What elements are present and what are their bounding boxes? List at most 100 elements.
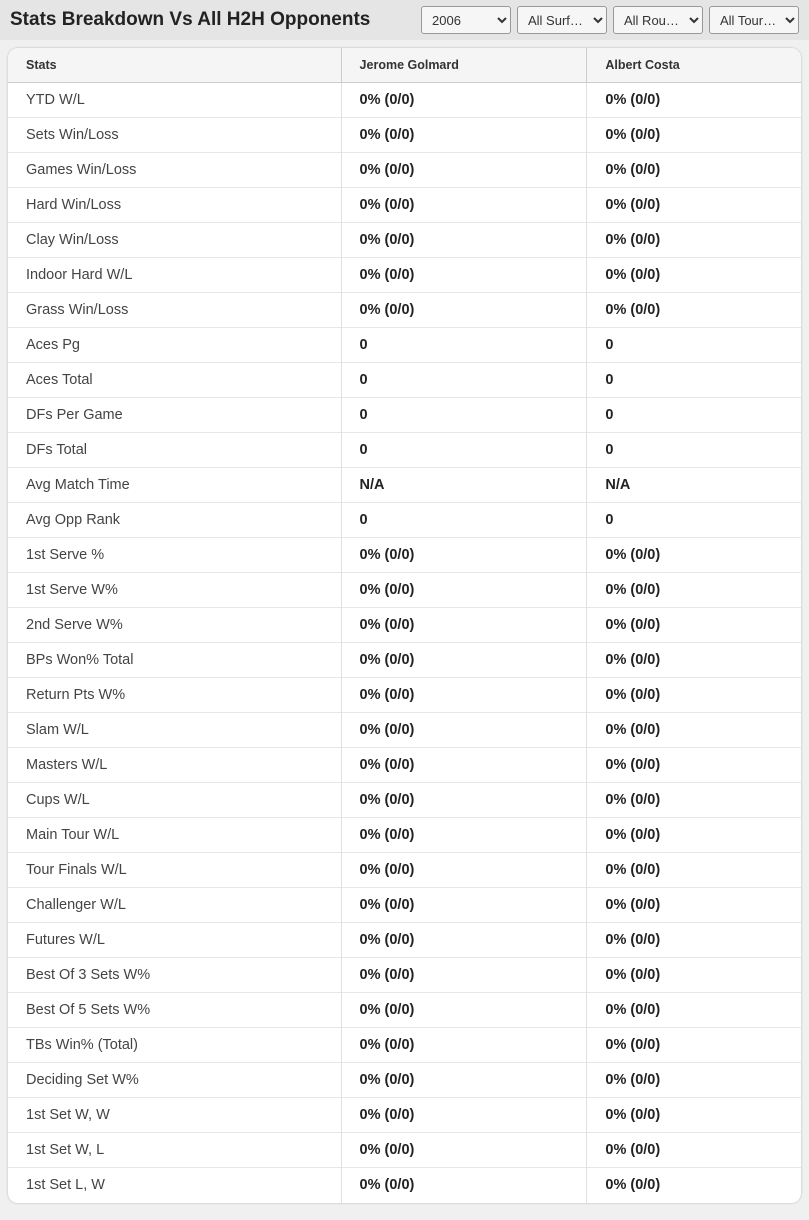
stat-label: Grass Win/Loss — [8, 293, 341, 328]
stat-label: Tour Finals W/L — [8, 853, 341, 888]
col-header-player1: Jerome Golmard — [341, 48, 587, 83]
player2-value: 0% (0/0) — [587, 643, 801, 678]
player2-value: 0% (0/0) — [587, 923, 801, 958]
player1-value: 0 — [341, 363, 587, 398]
surface-select[interactable]: All Surf… — [517, 6, 607, 34]
stat-label: Avg Match Time — [8, 468, 341, 503]
stat-label: Best Of 5 Sets W% — [8, 993, 341, 1028]
stat-label: Deciding Set W% — [8, 1063, 341, 1098]
stats-table: Stats Jerome Golmard Albert Costa YTD W/… — [8, 48, 801, 1203]
table-row: Aces Total00 — [8, 363, 801, 398]
player2-value: 0% (0/0) — [587, 818, 801, 853]
player2-value: 0% (0/0) — [587, 1168, 801, 1203]
stat-label: 1st Serve % — [8, 538, 341, 573]
table-row: Futures W/L0% (0/0)0% (0/0) — [8, 923, 801, 958]
table-row: Tour Finals W/L0% (0/0)0% (0/0) — [8, 853, 801, 888]
stat-label: Futures W/L — [8, 923, 341, 958]
stat-label: BPs Won% Total — [8, 643, 341, 678]
player1-value: 0 — [341, 328, 587, 363]
table-row: Deciding Set W%0% (0/0)0% (0/0) — [8, 1063, 801, 1098]
player1-value: 0% (0/0) — [341, 713, 587, 748]
table-row: 1st Set W, W0% (0/0)0% (0/0) — [8, 1098, 801, 1133]
table-row: TBs Win% (Total)0% (0/0)0% (0/0) — [8, 1028, 801, 1063]
player2-value: 0% (0/0) — [587, 153, 801, 188]
stat-label: Main Tour W/L — [8, 818, 341, 853]
player1-value: 0 — [341, 398, 587, 433]
tour-select[interactable]: All Tour… — [709, 6, 799, 34]
stat-label: Indoor Hard W/L — [8, 258, 341, 293]
player2-value: 0% (0/0) — [587, 223, 801, 258]
table-row: Grass Win/Loss0% (0/0)0% (0/0) — [8, 293, 801, 328]
player1-value: 0% (0/0) — [341, 573, 587, 608]
player1-value: 0% (0/0) — [341, 608, 587, 643]
player2-value: 0 — [587, 503, 801, 538]
table-row: Challenger W/L0% (0/0)0% (0/0) — [8, 888, 801, 923]
player2-value: 0% (0/0) — [587, 993, 801, 1028]
player1-value: 0% (0/0) — [341, 1063, 587, 1098]
table-row: Indoor Hard W/L0% (0/0)0% (0/0) — [8, 258, 801, 293]
stat-label: DFs Total — [8, 433, 341, 468]
player1-value: 0% (0/0) — [341, 993, 587, 1028]
table-row: Slam W/L0% (0/0)0% (0/0) — [8, 713, 801, 748]
player1-value: 0% (0/0) — [341, 888, 587, 923]
table-row: DFs Total00 — [8, 433, 801, 468]
stat-label: Hard Win/Loss — [8, 188, 341, 223]
table-row: 1st Serve W%0% (0/0)0% (0/0) — [8, 573, 801, 608]
stat-label: 1st Set L, W — [8, 1168, 341, 1203]
stat-label: Aces Pg — [8, 328, 341, 363]
stat-label: Return Pts W% — [8, 678, 341, 713]
year-select[interactable]: 2006 — [421, 6, 511, 34]
stat-label: Challenger W/L — [8, 888, 341, 923]
table-row: 2nd Serve W%0% (0/0)0% (0/0) — [8, 608, 801, 643]
table-row: Aces Pg00 — [8, 328, 801, 363]
player2-value: 0 — [587, 398, 801, 433]
table-row: Hard Win/Loss0% (0/0)0% (0/0) — [8, 188, 801, 223]
player2-value: 0% (0/0) — [587, 958, 801, 993]
table-row: Avg Match TimeN/AN/A — [8, 468, 801, 503]
table-row: Clay Win/Loss0% (0/0)0% (0/0) — [8, 223, 801, 258]
stat-label: DFs Per Game — [8, 398, 341, 433]
player2-value: 0% (0/0) — [587, 573, 801, 608]
player2-value: 0 — [587, 433, 801, 468]
player1-value: 0% (0/0) — [341, 118, 587, 153]
player1-value: 0% (0/0) — [341, 223, 587, 258]
stat-label: 1st Set W, L — [8, 1133, 341, 1168]
stat-label: Cups W/L — [8, 783, 341, 818]
player2-value: 0% (0/0) — [587, 748, 801, 783]
player1-value: 0% (0/0) — [341, 853, 587, 888]
table-row: Avg Opp Rank00 — [8, 503, 801, 538]
player2-value: 0% (0/0) — [587, 783, 801, 818]
filter-group: 2006 All Surf… All Rou… All Tour… — [421, 6, 799, 34]
stat-label: Games Win/Loss — [8, 153, 341, 188]
player1-value: 0% (0/0) — [341, 678, 587, 713]
player1-value: 0 — [341, 503, 587, 538]
col-header-player2: Albert Costa — [587, 48, 801, 83]
player2-value: 0% (0/0) — [587, 1098, 801, 1133]
player1-value: 0% (0/0) — [341, 293, 587, 328]
page-title: Stats Breakdown Vs All H2H Opponents — [10, 9, 370, 31]
player1-value: 0% (0/0) — [341, 1028, 587, 1063]
player2-value: 0 — [587, 363, 801, 398]
stat-label: Slam W/L — [8, 713, 341, 748]
stat-label: Aces Total — [8, 363, 341, 398]
table-row: Sets Win/Loss0% (0/0)0% (0/0) — [8, 118, 801, 153]
player2-value: 0% (0/0) — [587, 888, 801, 923]
player2-value: 0% (0/0) — [587, 293, 801, 328]
player1-value: 0% (0/0) — [341, 538, 587, 573]
round-select[interactable]: All Rou… — [613, 6, 703, 34]
player1-value: 0% (0/0) — [341, 923, 587, 958]
player1-value: 0% (0/0) — [341, 1098, 587, 1133]
player2-value: 0% (0/0) — [587, 1133, 801, 1168]
stat-label: 1st Set W, W — [8, 1098, 341, 1133]
stat-label: Masters W/L — [8, 748, 341, 783]
header-bar: Stats Breakdown Vs All H2H Opponents 200… — [0, 0, 809, 40]
table-row: BPs Won% Total0% (0/0)0% (0/0) — [8, 643, 801, 678]
stat-label: Avg Opp Rank — [8, 503, 341, 538]
table-row: 1st Set L, W0% (0/0)0% (0/0) — [8, 1168, 801, 1203]
player2-value: N/A — [587, 468, 801, 503]
player2-value: 0% (0/0) — [587, 83, 801, 118]
table-row: Main Tour W/L0% (0/0)0% (0/0) — [8, 818, 801, 853]
table-row: 1st Set W, L0% (0/0)0% (0/0) — [8, 1133, 801, 1168]
player1-value: 0 — [341, 433, 587, 468]
player1-value: 0% (0/0) — [341, 258, 587, 293]
